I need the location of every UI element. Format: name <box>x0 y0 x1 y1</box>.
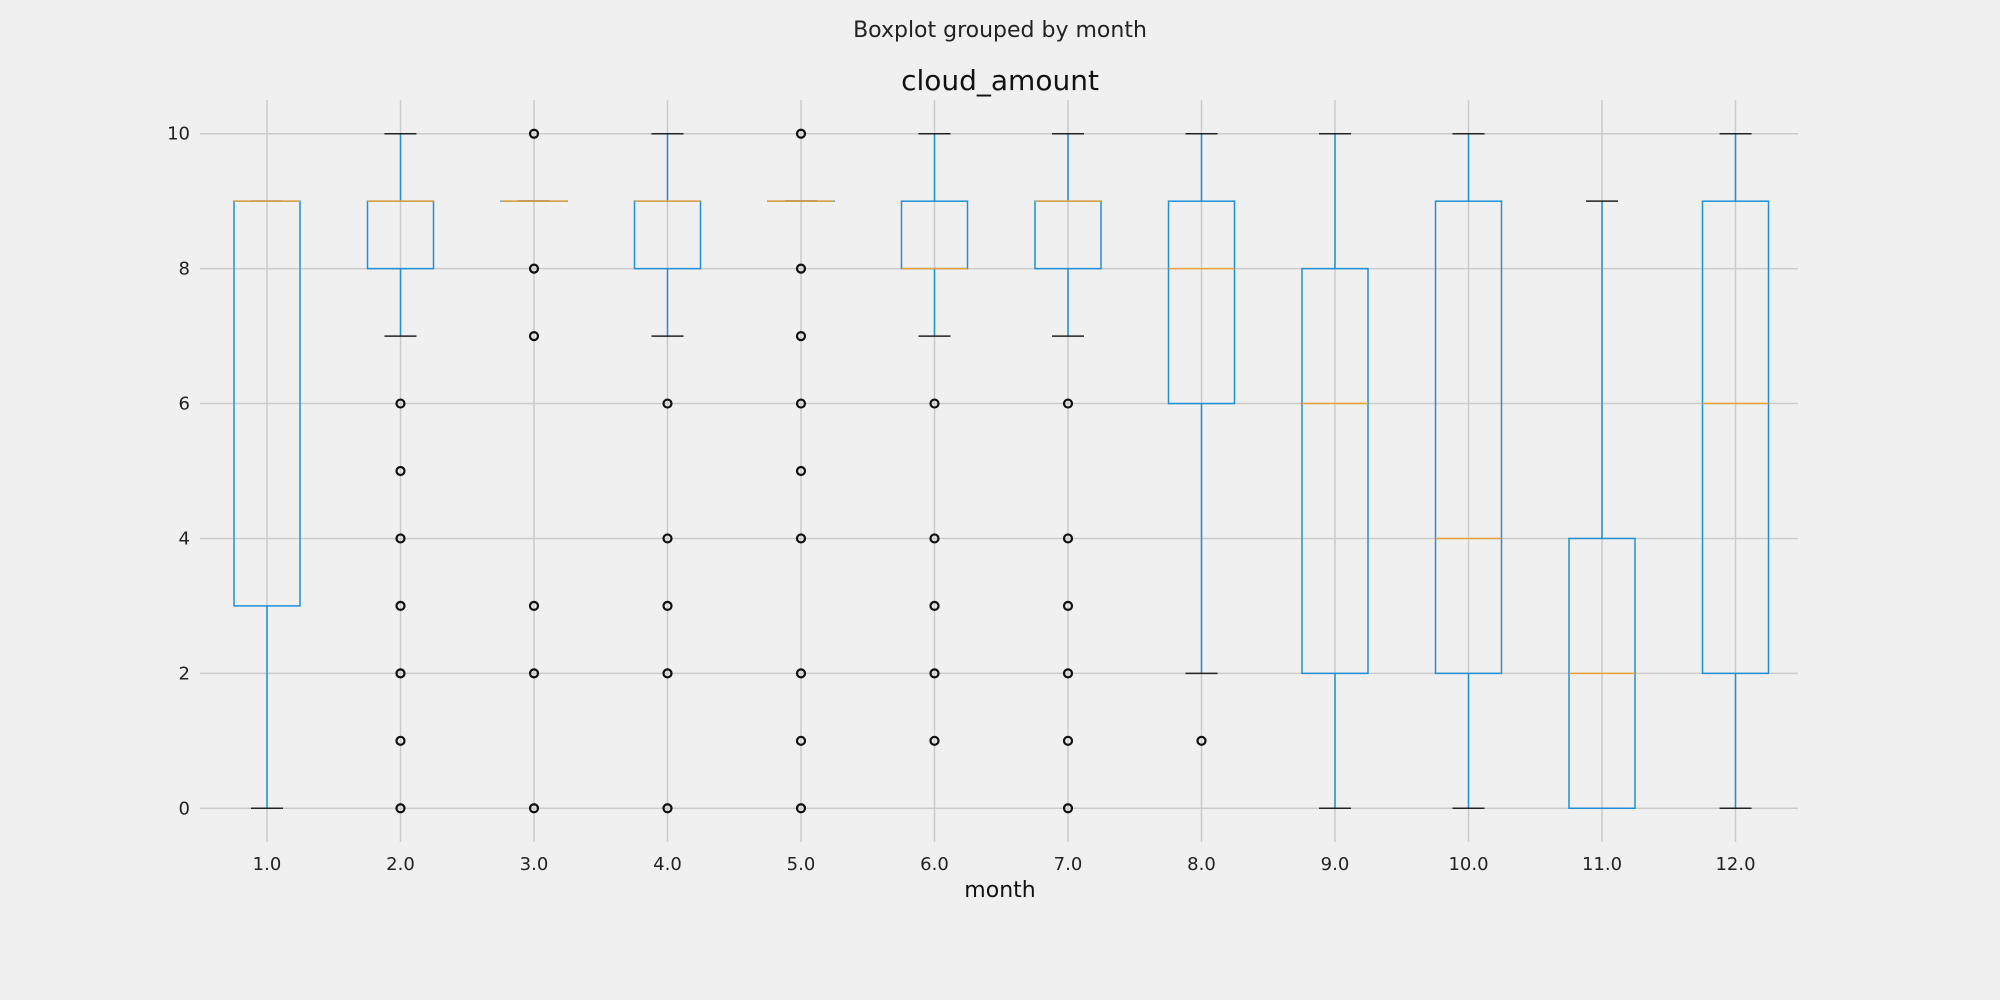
outlier-point <box>795 330 807 342</box>
outlier-point <box>795 465 807 477</box>
outlier-point <box>395 803 406 814</box>
x-tick-label: 5.0 <box>787 854 816 875</box>
outlier-point <box>795 128 807 139</box>
outlier-point <box>395 465 406 477</box>
outlier-point <box>929 600 940 612</box>
box-group <box>633 132 702 814</box>
x-tick-label: 7.0 <box>1054 854 1083 875</box>
box-group <box>1701 132 1770 810</box>
x-axis-label: month <box>964 878 1035 903</box>
box-group <box>1434 132 1503 810</box>
outlier-point <box>1062 398 1074 409</box>
outlier-point <box>528 600 540 612</box>
box-group <box>767 128 835 814</box>
box-group <box>900 132 969 746</box>
x-tick-label: 4.0 <box>653 854 682 875</box>
outlier-point <box>795 533 807 544</box>
box-iqr <box>1434 200 1503 675</box>
outlier-point <box>662 398 673 409</box>
box-group <box>1568 200 1636 810</box>
y-tick-label: 0 <box>179 798 190 819</box>
y-tick-label: 2 <box>179 663 190 684</box>
box-group <box>1301 132 1369 810</box>
boxes <box>233 128 1770 814</box>
outlier-point <box>395 398 406 409</box>
box-group <box>233 200 301 810</box>
outlier-point <box>662 668 673 679</box>
outlier-point <box>795 803 807 814</box>
outlier-point <box>528 330 540 342</box>
box-iqr <box>1301 267 1369 675</box>
outlier-point <box>395 600 406 612</box>
x-tick-label: 10.0 <box>1448 854 1488 875</box>
outlier-point <box>528 803 540 814</box>
outlier-point <box>662 600 673 612</box>
x-tick-label: 9.0 <box>1321 854 1350 875</box>
chart-title: cloud_amount <box>901 64 1099 97</box>
x-tick-label: 12.0 <box>1715 854 1755 875</box>
outlier-point <box>795 668 807 679</box>
box-iqr <box>1167 200 1236 405</box>
outlier-point <box>395 533 406 544</box>
box-group <box>1034 132 1102 814</box>
x-tick-label: 6.0 <box>920 854 949 875</box>
y-tick-label: 8 <box>179 259 190 280</box>
x-tick-label: 8.0 <box>1187 854 1216 875</box>
outlier-point <box>662 533 673 544</box>
x-tick-label: 11.0 <box>1582 854 1622 875</box>
outlier-point <box>662 803 673 814</box>
box-iqr <box>1701 200 1770 675</box>
outlier-point <box>795 263 807 274</box>
outlier-point <box>1062 803 1074 814</box>
outlier-point <box>929 735 940 746</box>
x-tick-label: 2.0 <box>386 854 415 875</box>
outlier-point <box>929 533 940 544</box>
outlier-point <box>929 668 940 679</box>
outlier-point <box>795 398 807 409</box>
outlier-point <box>929 398 940 409</box>
y-tick-label: 10 <box>167 124 190 145</box>
outlier-point <box>795 735 807 746</box>
outlier-point <box>1062 533 1074 544</box>
outlier-point <box>1062 735 1074 746</box>
outlier-point <box>395 668 406 679</box>
y-axis-ticks: 0 2 4 6 8 10 <box>167 124 190 820</box>
outlier-point <box>528 668 540 679</box>
outlier-point <box>395 735 406 746</box>
box-group <box>366 132 435 814</box>
box-group <box>500 128 568 814</box>
figure-suptitle: Boxplot grouped by month <box>853 18 1147 43</box>
outlier-point <box>528 263 540 274</box>
outlier-point <box>1062 600 1074 612</box>
y-tick-label: 4 <box>179 528 190 549</box>
grid-lines <box>200 100 1798 842</box>
outlier-point <box>528 128 540 139</box>
box-group <box>1167 132 1236 746</box>
outlier-point <box>1196 735 1207 746</box>
outlier-point <box>1062 668 1074 679</box>
x-axis-ticks: 1.0 2.0 3.0 4.0 5.0 6.0 7.0 8.0 9.0 10.0 11.0 12.0 <box>253 854 1756 875</box>
y-tick-label: 6 <box>179 394 190 415</box>
x-tick-label: 3.0 <box>520 854 549 875</box>
x-tick-label: 1.0 <box>253 854 282 875</box>
